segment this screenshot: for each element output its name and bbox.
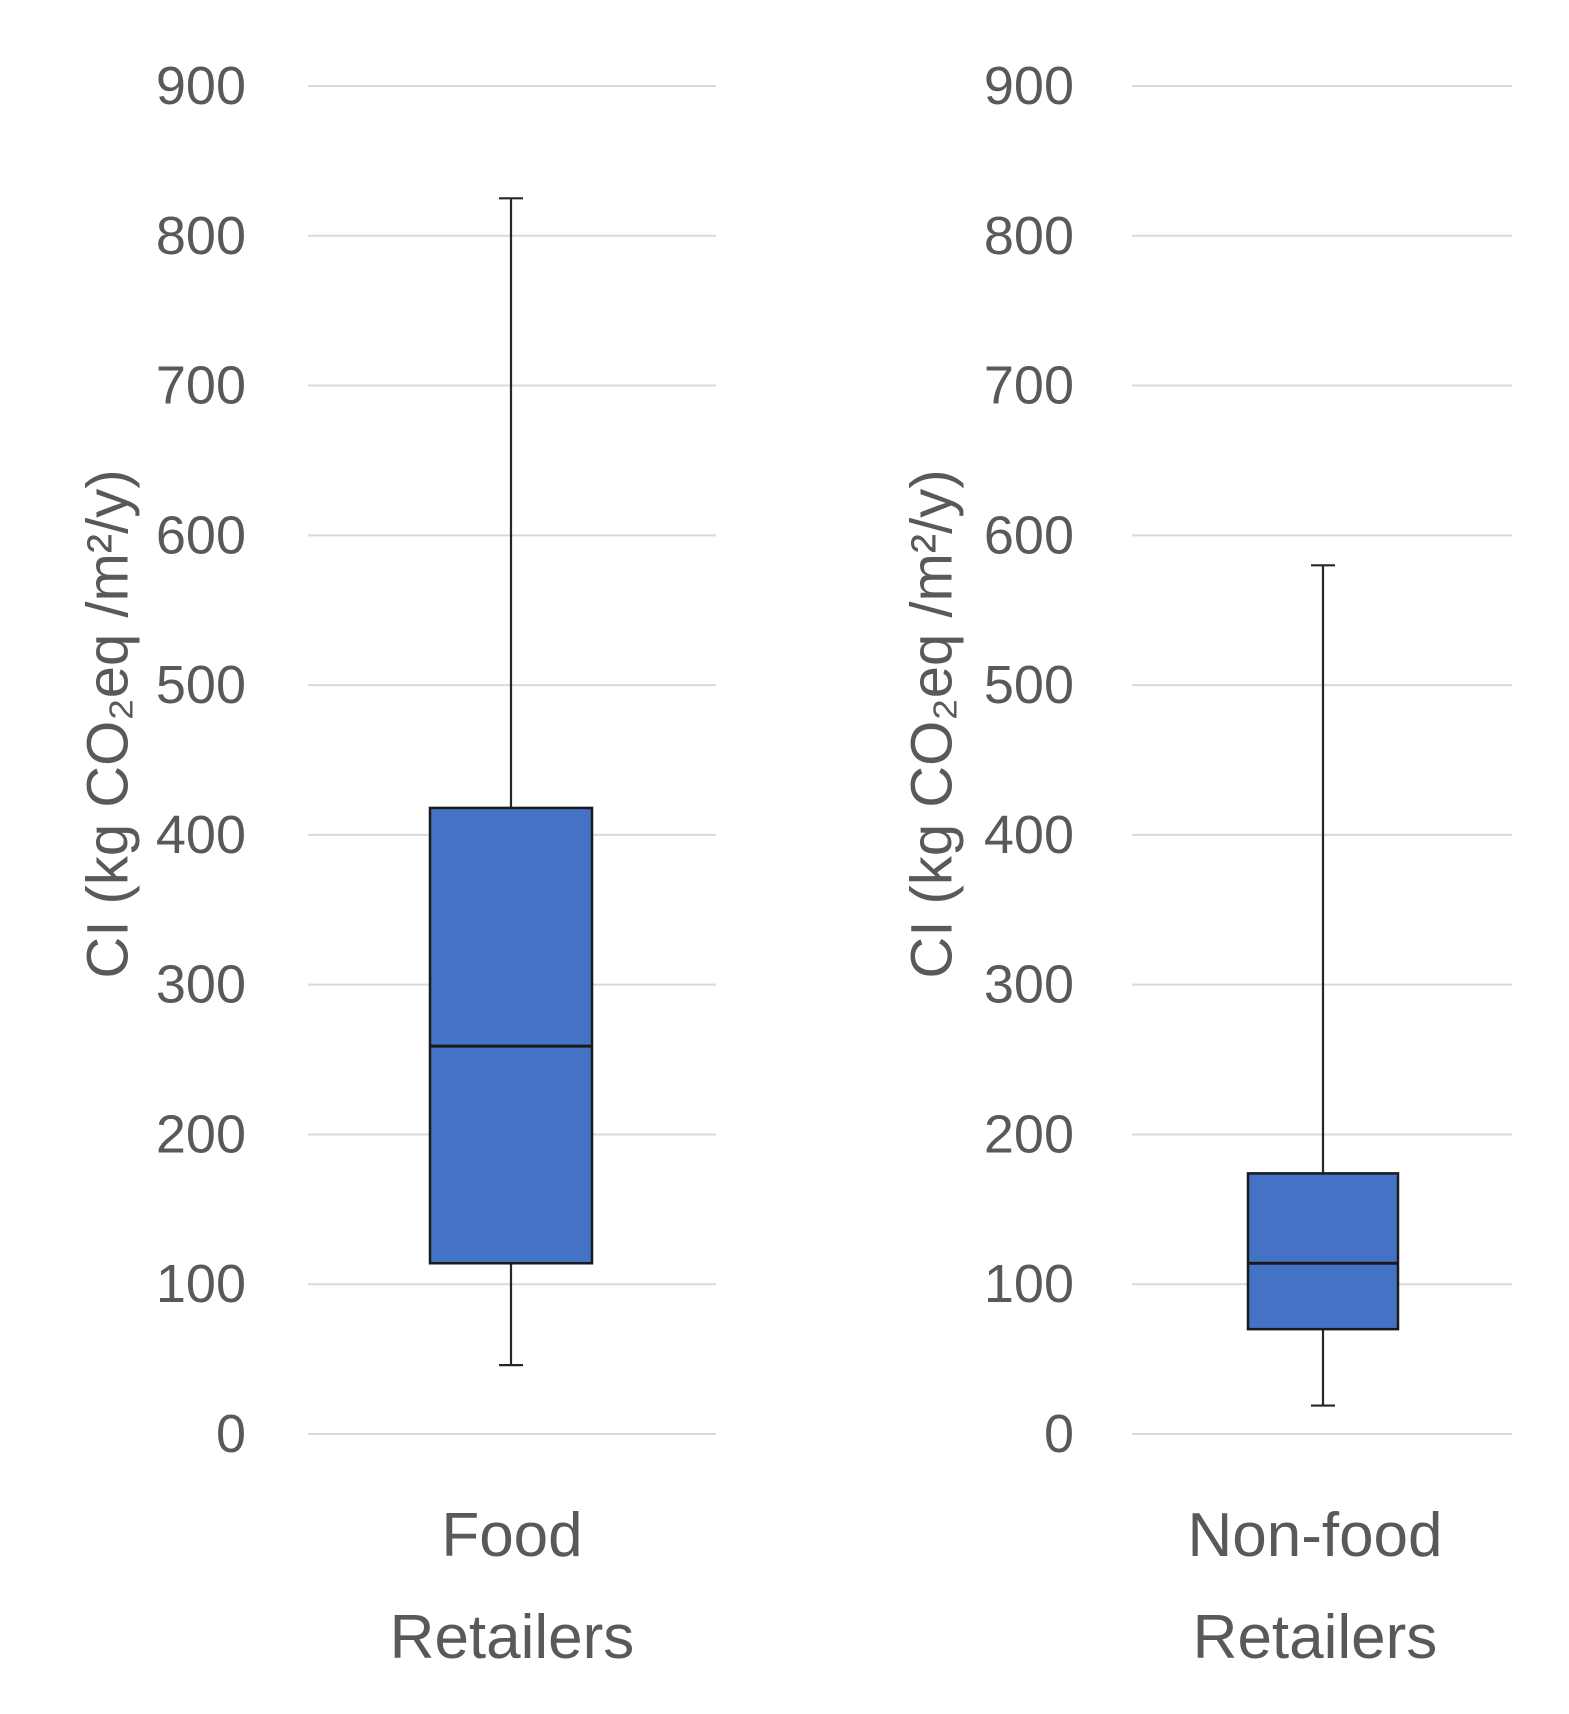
y-tick-label: 800 (156, 206, 246, 266)
y-tick-label: 100 (984, 1254, 1074, 1314)
y-tick-label: 300 (156, 955, 246, 1015)
category-label: Non-food (1187, 1501, 1442, 1570)
category-label: Retailers (390, 1603, 635, 1672)
y-tick-label: 400 (984, 805, 1074, 865)
y-tick-label: 200 (156, 1104, 246, 1164)
y-axis-label: CI (kg CO₂eq /m²/y) (76, 469, 141, 978)
y-tick-label: 600 (984, 505, 1074, 565)
y-tick-label: 600 (156, 505, 246, 565)
y-axis-label: CI (kg CO₂eq /m²/y) (900, 469, 965, 978)
y-tick-label: 0 (216, 1404, 246, 1464)
y-tick-label: 500 (984, 655, 1074, 715)
y-tick-label: 100 (156, 1254, 246, 1314)
y-tick-label: 500 (156, 655, 246, 715)
y-tick-label: 200 (984, 1104, 1074, 1164)
y-tick-label: 900 (156, 56, 246, 116)
y-tick-label: 800 (984, 206, 1074, 266)
y-tick-label: 700 (156, 356, 246, 416)
y-tick-label: 700 (984, 356, 1074, 416)
y-tick-label: 300 (984, 955, 1074, 1015)
category-label: Food (441, 1501, 582, 1570)
category-label: Retailers (1193, 1603, 1438, 1672)
iqr-box (428, 806, 594, 1265)
y-tick-label: 0 (1044, 1404, 1074, 1464)
y-tick-label: 900 (984, 56, 1074, 116)
iqr-box (1246, 1172, 1400, 1331)
y-tick-label: 400 (156, 805, 246, 865)
